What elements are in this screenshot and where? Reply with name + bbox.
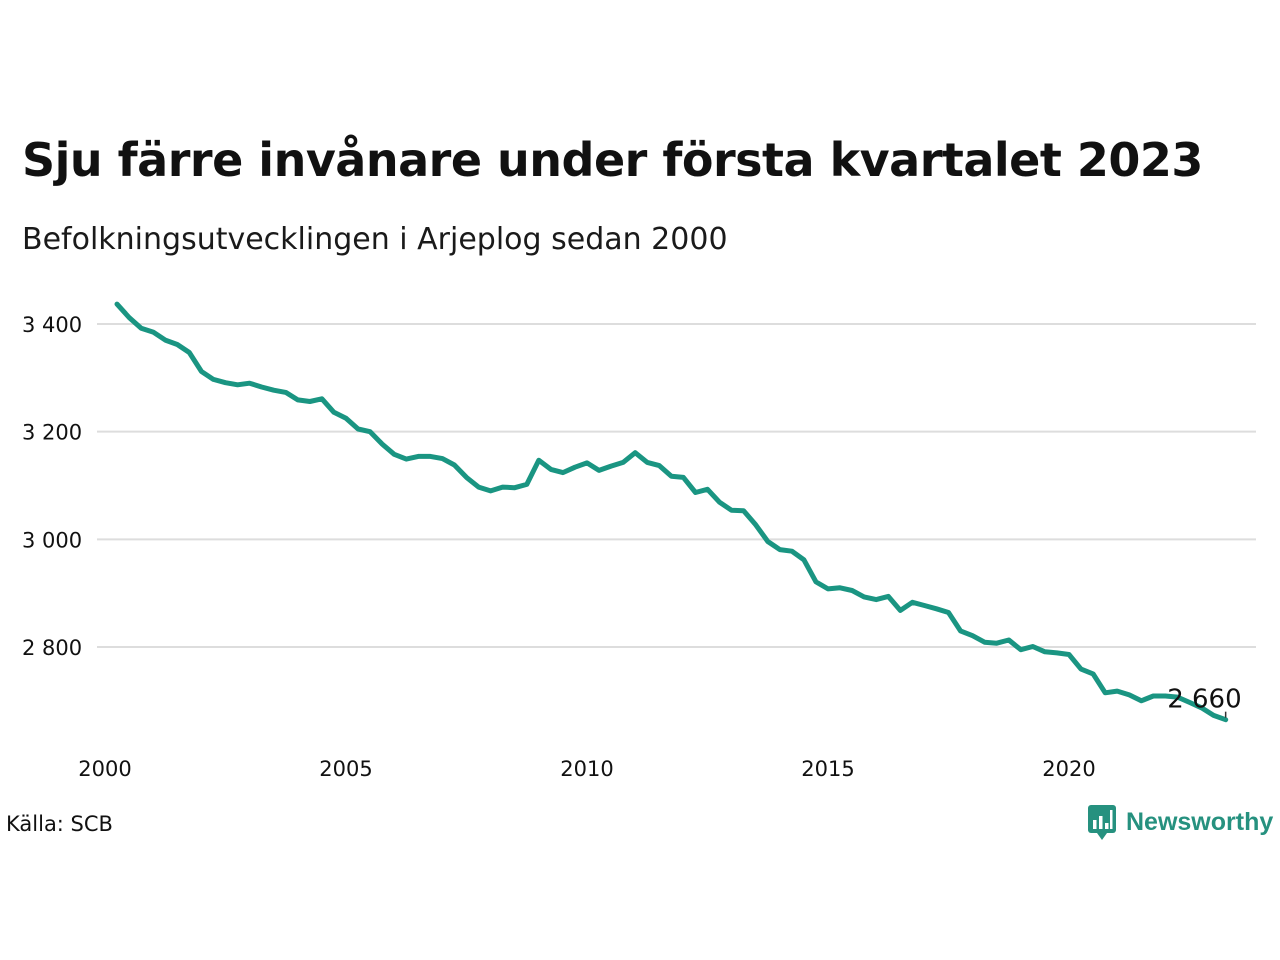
x-tick-label: 2000: [78, 757, 131, 781]
chart-title: Sju färre invånare under första kvartale…: [22, 133, 1203, 187]
x-tick-label: 2015: [801, 757, 854, 781]
plot-area: [114, 301, 1229, 723]
y-tick-label: 3 400: [22, 313, 82, 337]
y-tick-label: 3 200: [22, 421, 82, 445]
x-tick-label: 2010: [560, 757, 613, 781]
gridlines: [97, 323, 1256, 648]
brand-name: Newsworthy: [1126, 807, 1274, 836]
source-note: Källa: SCB: [6, 812, 113, 836]
end-value-label: 2 660: [1167, 685, 1241, 715]
newsworthy-logo-icon: [1088, 805, 1116, 840]
series-line: [114, 301, 1229, 723]
newsworthy-logo[interactable]: Newsworthy: [1088, 802, 1273, 842]
chart-subtitle: Befolkningsutvecklingen i Arjeplog sedan…: [22, 222, 728, 257]
x-axis-tick-labels: 2000 2005 2010 2015 2020: [78, 757, 1095, 781]
annotations: 2 660: [1167, 685, 1242, 718]
y-axis-tick-labels: 2 800 3 000 3 200 3 400: [22, 313, 82, 660]
x-tick-label: 2005: [319, 757, 372, 781]
x-tick-label: 2020: [1042, 757, 1095, 781]
y-tick-label: 2 800: [22, 636, 82, 660]
y-tick-label: 3 000: [22, 528, 82, 552]
